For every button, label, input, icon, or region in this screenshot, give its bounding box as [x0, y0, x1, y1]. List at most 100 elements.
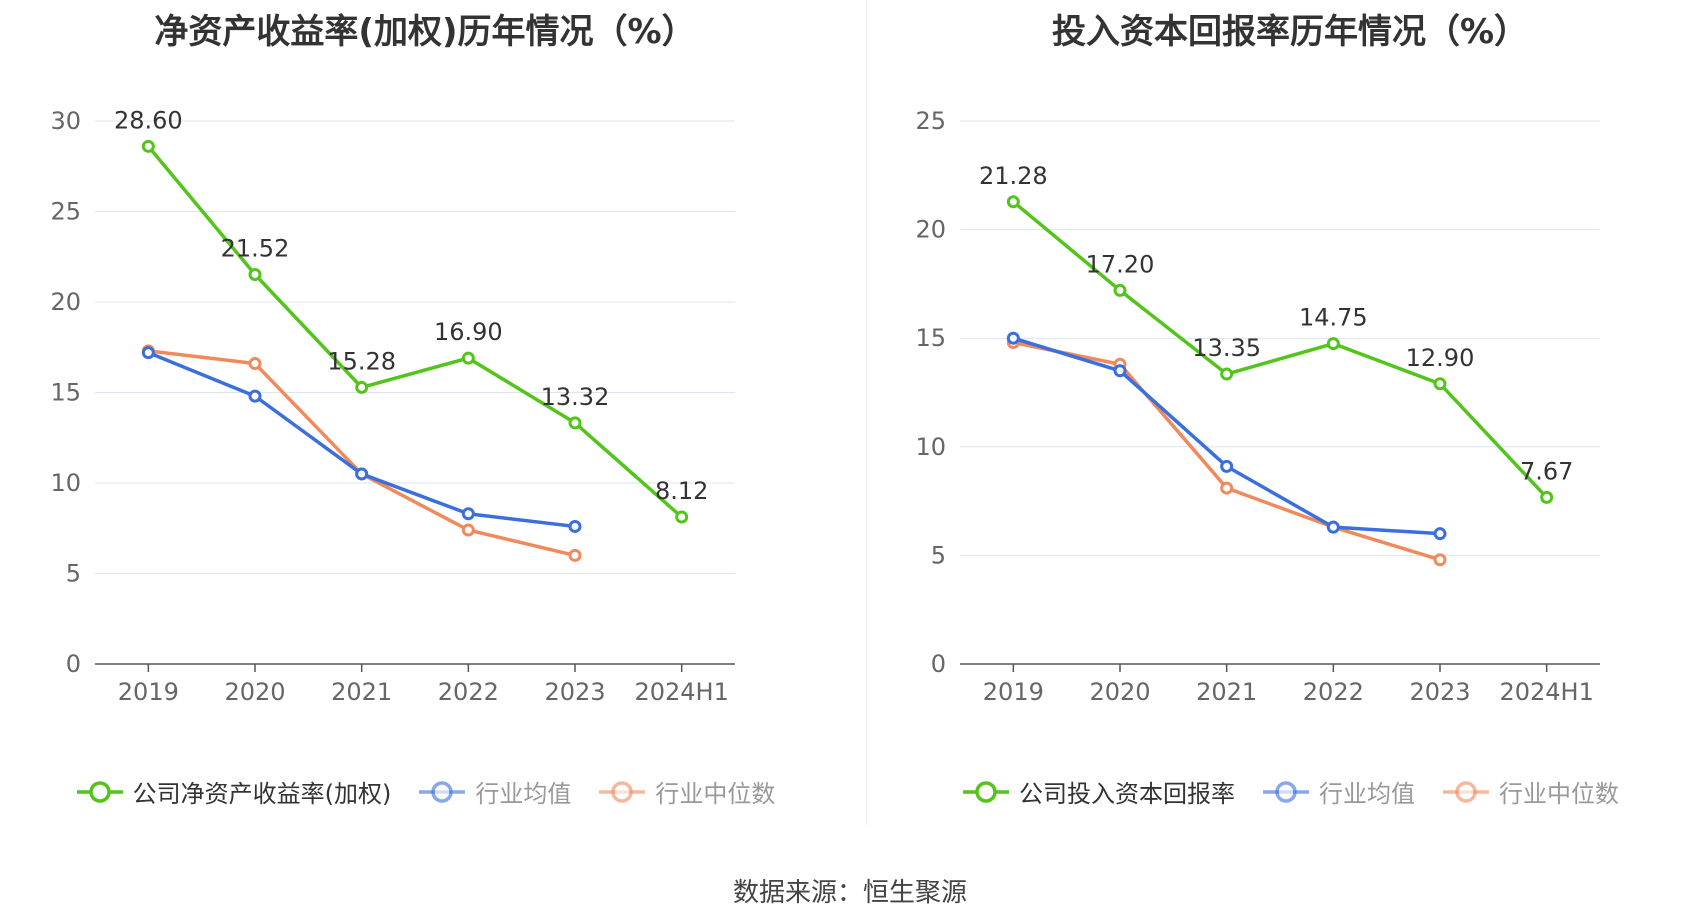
data-label: 16.90: [434, 318, 503, 346]
data-point: [248, 389, 262, 403]
data-point: [1326, 337, 1340, 351]
data-label: 13.32: [541, 383, 610, 411]
legend-label: 行业均值: [475, 780, 572, 808]
data-point: [1006, 331, 1020, 345]
y-tick-label: 5: [931, 541, 946, 569]
y-tick-label: 20: [915, 216, 946, 244]
legend-circle: [1455, 780, 1477, 803]
data-point: [1220, 481, 1234, 495]
legend-label: 公司投入资本回报率: [1019, 780, 1235, 808]
chart-legend: 公司净资产收益率(加权) 行业均值 行业中位数: [0, 774, 850, 809]
y-tick-label: 25: [50, 198, 81, 226]
legend-item[interactable]: 行业中位数: [597, 774, 775, 809]
data-label: 21.28: [979, 162, 1048, 190]
chart-legend: 公司投入资本回报率 行业均值 行业中位数: [865, 774, 1700, 809]
legend-line-circle-icon: [419, 780, 466, 803]
y-tick-label: 0: [66, 650, 81, 678]
data-label: 14.75: [1299, 304, 1368, 332]
y-tick-label: 20: [50, 288, 81, 316]
data-point: [1113, 364, 1127, 378]
legend-label: 行业中位数: [1499, 780, 1619, 808]
legend-item[interactable]: 公司投入资本回报率: [961, 774, 1235, 809]
data-point: [1433, 527, 1447, 541]
data-point: [1433, 553, 1447, 567]
data-label: 15.28: [327, 347, 396, 375]
data-point: [1326, 520, 1340, 534]
x-tick-label: 2021: [1196, 678, 1257, 706]
legend-item[interactable]: 公司净资产收益率(加权): [75, 774, 392, 809]
data-point: [1113, 283, 1127, 297]
y-tick-label: 10: [915, 433, 946, 461]
legend-item[interactable]: 行业均值: [417, 774, 571, 809]
data-label: 13.35: [1192, 334, 1261, 362]
legend-circle: [611, 780, 634, 803]
data-point: [1220, 459, 1234, 473]
x-tick-label: 2019: [118, 678, 179, 706]
y-tick-label: 30: [50, 107, 81, 135]
data-point: [675, 510, 689, 524]
chart-plot-area: 0 5 10 15 20 25 30 2019 2020 2021 2022 2023 2024H1 28…: [50, 106, 735, 706]
data-point: [355, 467, 369, 481]
data-label: 21.52: [221, 234, 290, 262]
data-point: [568, 416, 582, 430]
y-tick-label: 5: [66, 560, 81, 588]
legend-label: 行业均值: [1319, 780, 1415, 808]
x-tick-label: 2024H1: [634, 678, 728, 706]
data-point: [1540, 490, 1554, 504]
legend-line-circle-icon: [76, 780, 123, 803]
panel-divider: [866, 0, 867, 825]
data-point: [568, 548, 582, 562]
data-label: 7.67: [1520, 457, 1573, 485]
series-line: [147, 351, 576, 529]
data-label: 8.12: [655, 477, 708, 505]
y-tick-label: 10: [50, 469, 81, 497]
legend-circle: [1275, 780, 1297, 803]
x-tick-label: 2021: [331, 678, 392, 706]
x-tick-label: 2023: [544, 678, 605, 706]
legend-label: 行业中位数: [655, 780, 776, 808]
y-tick-label: 15: [50, 379, 81, 407]
data-point: [1433, 377, 1447, 391]
data-label: 28.60: [114, 106, 183, 134]
legend-line-circle-icon: [963, 780, 1009, 803]
series-line: [1012, 336, 1441, 536]
data-point: [568, 519, 582, 533]
legend-line-circle-icon: [1443, 780, 1489, 803]
x-tick-label: 2022: [438, 678, 499, 706]
data-point: [248, 267, 262, 281]
data-label: 12.90: [1406, 344, 1475, 372]
legend-line-circle-icon: [1263, 780, 1309, 803]
legend-circle: [975, 780, 997, 803]
data-point: [461, 507, 475, 521]
x-tick-label: 2024H1: [1499, 678, 1593, 706]
x-tick-label: 2023: [1409, 678, 1470, 706]
legend-label: 公司净资产收益率(加权): [132, 780, 392, 808]
data-point: [248, 357, 262, 371]
legend-circle: [431, 780, 454, 803]
data-point: [355, 380, 369, 394]
chart-plot-area: 0 5 10 15 20 25 2019 2020 2021 2022 2023 2024H1 21.2…: [915, 107, 1600, 706]
series-line: [1012, 200, 1548, 499]
y-tick-label: 0: [931, 650, 946, 678]
legend-item[interactable]: 行业中位数: [1441, 774, 1619, 809]
x-tick-label: 2019: [983, 678, 1044, 706]
data-point: [1220, 367, 1234, 381]
data-point: [141, 139, 155, 153]
chart-roe: 净资产收益率(加权)历年情况（%） 0 5 10 15 20 25 30 2019 2020 20…: [0, 0, 850, 830]
y-tick-label: 25: [915, 107, 946, 135]
legend-circle: [88, 780, 111, 803]
data-source-note: 数据来源：恒生聚源: [732, 878, 967, 908]
y-tick-label: 15: [915, 324, 946, 352]
data-label: 17.20: [1086, 250, 1155, 278]
chart-roic: 投入资本回报率历年情况（%） 0 5 10 15 20 25 2019 2020 2021 202…: [865, 0, 1700, 830]
data-point: [461, 523, 475, 537]
data-point: [141, 346, 155, 360]
data-point: [1006, 195, 1020, 209]
chart-title: 净资产收益率(加权)历年情况（%）: [154, 12, 696, 52]
data-point: [461, 351, 475, 365]
x-tick-label: 2020: [1089, 678, 1150, 706]
chart-title: 投入资本回报率历年情况（%）: [1051, 12, 1529, 52]
legend-item[interactable]: 行业均值: [1261, 774, 1415, 809]
x-tick-label: 2020: [224, 678, 285, 706]
legend-line-circle-icon: [599, 780, 646, 803]
